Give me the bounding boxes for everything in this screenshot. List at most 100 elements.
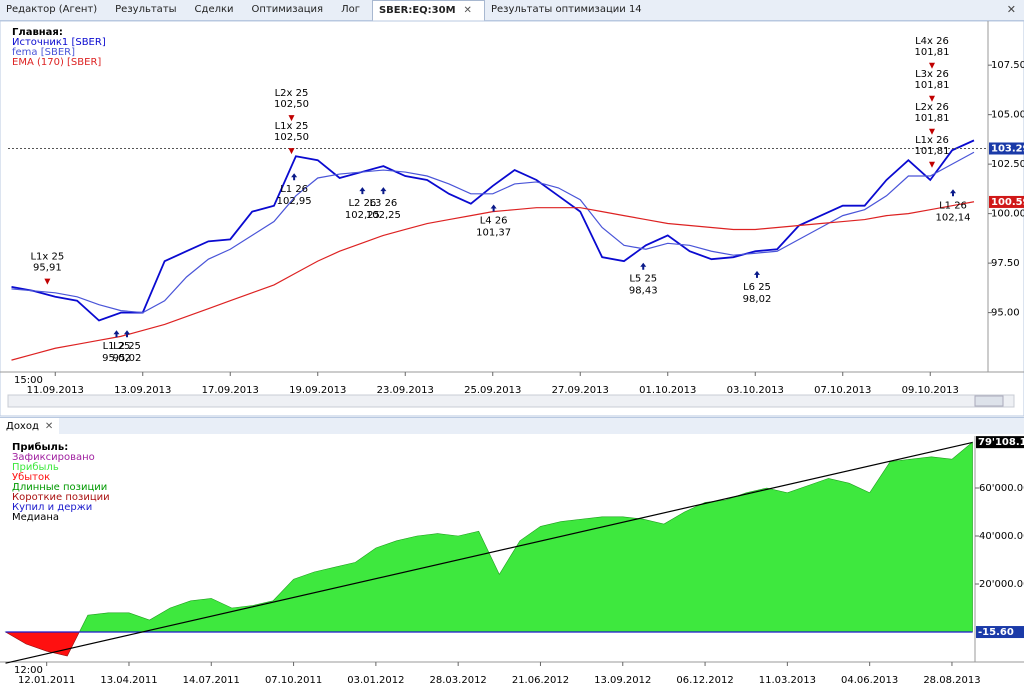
x-tick-label: 19.09.2013 — [289, 385, 346, 396]
last-value-box — [989, 195, 1024, 208]
x-tick-label: 13.04.2011 — [100, 675, 157, 686]
buy-marker — [640, 262, 647, 270]
tab[interactable]: Лог — [341, 4, 360, 15]
tab[interactable]: SBER:EQ:30M — [371, 0, 485, 21]
annotation-label: L2 25 — [113, 341, 141, 352]
annotation-label: L1 26 — [280, 184, 308, 195]
y-tick-label: 102.50 — [991, 159, 1024, 170]
annotation-label: L2 26 — [348, 198, 376, 209]
annotation-price: 101,81 — [915, 47, 950, 58]
annotation-label: L1x 25 — [30, 252, 64, 263]
tab[interactable]: Сделки — [194, 4, 234, 15]
x-tick-label: 12.01.2011 — [18, 675, 75, 686]
legend-entry: EMA (170) [SBER] — [12, 57, 101, 68]
annotation-label: L3x 26 — [915, 69, 949, 80]
sell-marker — [44, 278, 51, 285]
x-tick-label: 11.03.2013 — [759, 675, 816, 686]
annotation-price: 102,25 — [366, 210, 401, 221]
annotation-label: L4x 26 — [915, 36, 949, 47]
annotation-price: 102,50 — [274, 99, 309, 110]
y-tick-label: 105.00 — [991, 110, 1024, 121]
buy-marker — [113, 330, 120, 338]
y-tick-label: 60'000.00 — [979, 483, 1024, 494]
close-button[interactable]: ✕ — [1006, 3, 1016, 16]
annotation-price: 101,81 — [915, 113, 950, 124]
legend-entry: Медиана — [12, 512, 59, 523]
last-value-label: 103.29 — [991, 143, 1024, 154]
tab[interactable]: Результаты — [115, 4, 177, 15]
annotation-label: L2x 26 — [915, 102, 949, 113]
x-tick-label: 23.09.2013 — [377, 385, 434, 396]
x-tick-label: 07.10.2013 — [814, 385, 871, 396]
annotation-label: L5 25 — [629, 274, 657, 285]
x-tick-label: 25.09.2013 — [464, 385, 521, 396]
annotation-price: 102,95 — [277, 196, 312, 207]
legend-entry: Купил и держи — [12, 502, 92, 513]
series-line — [11, 151, 975, 314]
sell-marker — [929, 95, 935, 102]
annotation-label: L1x 25 — [275, 121, 309, 132]
legend-entry: Зафиксировано — [12, 452, 95, 463]
legend-entry: Прибыль — [12, 462, 59, 473]
x-tick-label: 09.10.2013 — [902, 385, 959, 396]
sell-marker — [288, 148, 295, 155]
x-tick-label: 11.09.2013 — [27, 385, 84, 396]
x-tick-label: 13.09.2013 — [114, 385, 171, 396]
y-tick-label: 20'000.00 — [979, 579, 1024, 590]
tab[interactable]: Доход — [0, 418, 60, 435]
annotation-label: L1x 26 — [915, 135, 949, 146]
x-tick-label: 21.06.2012 — [512, 675, 569, 686]
legend-entry: Источник1 [SBER] — [12, 37, 106, 48]
buy-marker — [950, 189, 956, 197]
legend-title: Прибыль: — [12, 441, 68, 453]
loss-area — [4, 632, 973, 657]
x-tick-label: 03.10.2013 — [727, 385, 784, 396]
y-tick-label: 100.00 — [991, 209, 1024, 220]
legend-title: Главная: — [12, 27, 63, 38]
legend-entry: Убыток — [12, 472, 50, 483]
sell-marker — [929, 161, 935, 168]
annotation-price: 95,02 — [113, 353, 142, 364]
x-tick-label: 07.10.2011 — [265, 675, 322, 686]
annotation-label: L1 25 — [103, 341, 131, 352]
annotation-price: 95,02 — [102, 353, 131, 364]
annotation-price: 98,43 — [629, 286, 658, 297]
x-tick-label: 27.09.2013 — [552, 385, 609, 396]
series-line — [5, 441, 973, 664]
buy-marker — [291, 173, 298, 181]
x-tick-label: 01.10.2013 — [639, 385, 696, 396]
tab[interactable]: Результаты оптимизации 14 — [490, 4, 642, 15]
series-line — [11, 201, 975, 361]
legend-entry: fema [SBER] — [12, 47, 75, 58]
annotation-label: L1 26 — [939, 200, 967, 211]
x-tick-label: 28.08.2013 — [923, 675, 980, 686]
buy-marker — [380, 187, 387, 195]
last-value-box — [976, 436, 1024, 449]
last-value-label: -15.60 — [978, 627, 1014, 638]
annotation-price: 101,37 — [476, 228, 511, 239]
legend-entry: Длинные позиции — [12, 482, 107, 493]
x-tick-label: 03.01.2012 — [347, 675, 404, 686]
x-tick-label: 13.09.2012 — [594, 675, 651, 686]
y-tick-label: 95.00 — [991, 308, 1020, 319]
annotation-price: 95,91 — [33, 263, 62, 274]
last-value-label: 100.59 — [991, 197, 1024, 208]
buy-marker — [754, 270, 760, 278]
tab[interactable]: Редактор (Агент) — [6, 4, 98, 15]
annotation-label: L2x 25 — [275, 88, 309, 99]
x-tick-label: 17.09.2013 — [202, 385, 259, 396]
last-value-label: 79'108.12 — [978, 437, 1024, 448]
x-tick-label: 14.07.2011 — [183, 675, 240, 686]
time-label: 12:00 — [14, 665, 43, 676]
x-tick-label: 04.06.2013 — [841, 675, 898, 686]
x-tick-label: 28.03.2012 — [430, 675, 487, 686]
tab-bar: Редактор (Агент) Результаты Сделки Оптимиза… — [0, 0, 1024, 21]
tab[interactable]: Оптимизация — [251, 4, 324, 15]
x-tick-label: 06.12.2012 — [676, 675, 733, 686]
time-label: 15:00 — [14, 375, 43, 386]
y-tick-label: 40'000.00 — [979, 531, 1024, 542]
annotation-price: 102,25 — [345, 210, 380, 221]
y-tick-label: 107.50 — [991, 60, 1024, 71]
annotation-price: 102,14 — [936, 212, 971, 223]
annotation-label: L6 25 — [743, 282, 771, 293]
